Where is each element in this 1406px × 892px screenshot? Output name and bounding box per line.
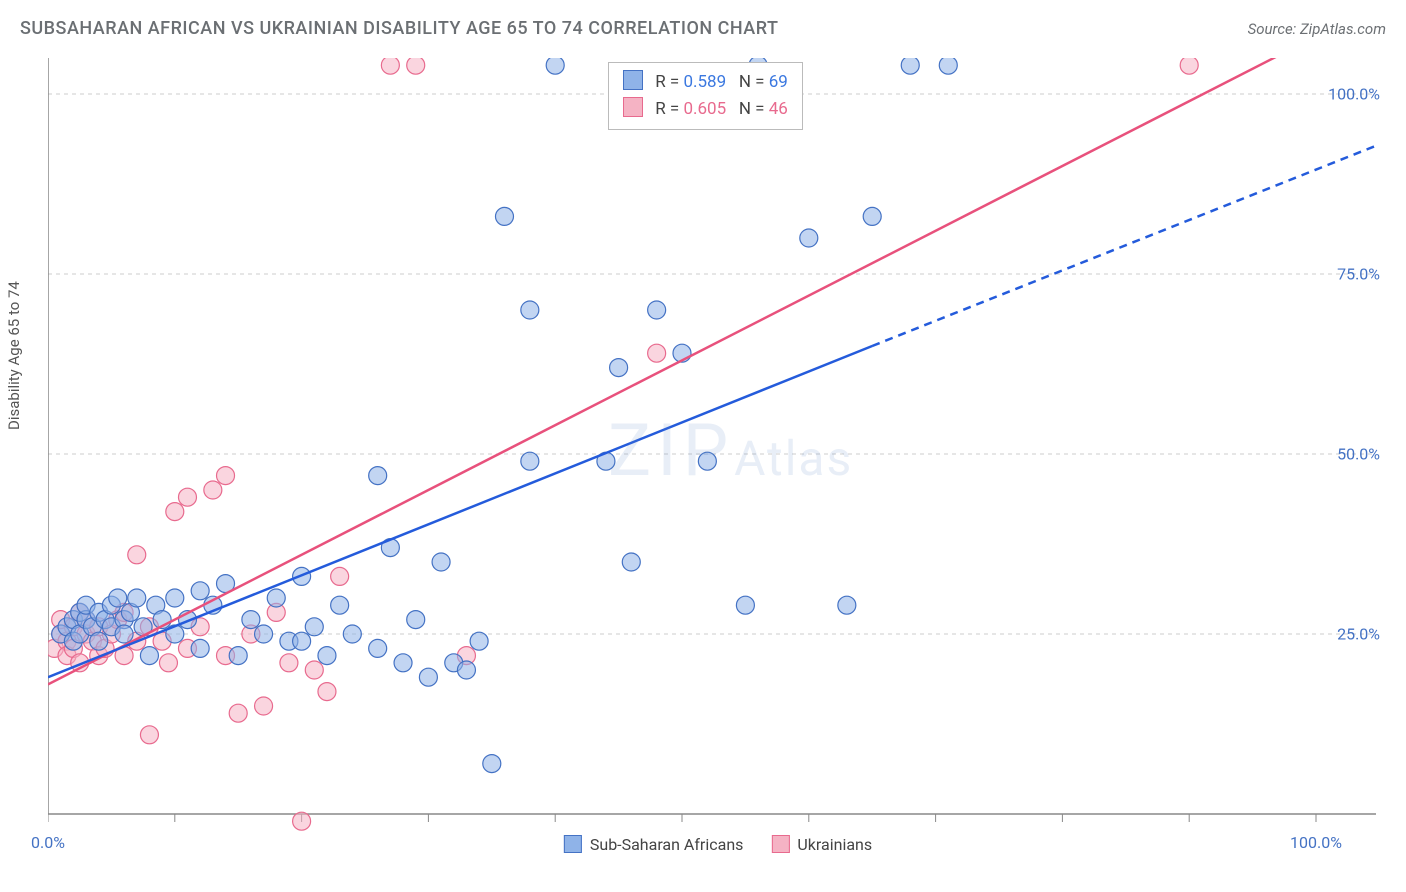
- correlation-legend: R = 0.589 N = 69 R = 0.605 N = 46: [608, 62, 803, 130]
- x-tick-label: 0.0%: [31, 833, 65, 852]
- legend-r-blue: 0.589: [683, 72, 726, 92]
- y-tick-label: 75.0%: [1337, 265, 1380, 284]
- plot-area: ZIPAtlas R = 0.589 N = 69 R = 0.605 N = …: [48, 58, 1388, 858]
- y-tick-label: 25.0%: [1337, 625, 1380, 644]
- legend-row-blue: R = 0.589 N = 69: [623, 69, 788, 96]
- legend-n-pink: 46: [769, 99, 788, 119]
- chart-canvas: SUBSAHARAN AFRICAN VS UKRAINIAN DISABILI…: [0, 0, 1406, 892]
- y-tick-label: 50.0%: [1337, 445, 1380, 464]
- scatter-plot-svg: [48, 58, 1388, 858]
- x-tick-label: 100.0%: [1290, 833, 1342, 852]
- x-legend-item-pink: Ukrainians: [771, 835, 872, 854]
- legend-n-blue: 69: [769, 72, 788, 92]
- legend-r-pink: 0.605: [683, 99, 726, 119]
- legend-swatch-pink: [623, 97, 643, 117]
- x-legend-label-blue: Sub-Saharan Africans: [590, 835, 744, 854]
- y-tick-label: 100.0%: [1328, 85, 1380, 104]
- swatch-icon: [771, 835, 789, 853]
- legend-row-pink: R = 0.605 N = 46: [623, 96, 788, 123]
- x-legend-label-pink: Ukrainians: [797, 835, 872, 854]
- header: SUBSAHARAN AFRICAN VS UKRAINIAN DISABILI…: [20, 18, 1386, 48]
- swatch-icon: [564, 835, 582, 853]
- y-axis-label: Disability Age 65 to 74: [5, 281, 23, 430]
- legend-swatch-blue: [623, 70, 643, 90]
- x-axis-legend: Sub-Saharan Africans Ukrainians: [564, 835, 872, 854]
- x-legend-item-blue: Sub-Saharan Africans: [564, 835, 744, 854]
- chart-title: SUBSAHARAN AFRICAN VS UKRAINIAN DISABILI…: [20, 18, 778, 39]
- source-label: Source: ZipAtlas.com: [1248, 20, 1386, 38]
